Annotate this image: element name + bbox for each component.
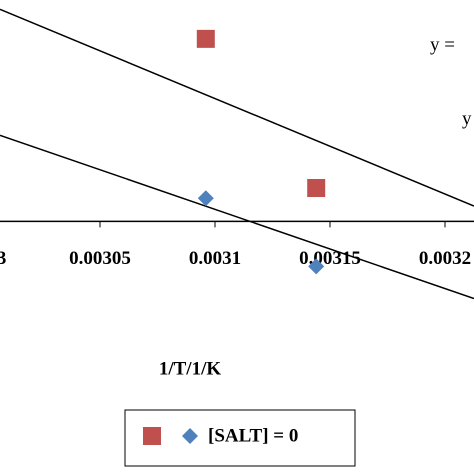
- legend-marker: [182, 428, 198, 444]
- equation-label: y =: [430, 34, 455, 55]
- trendline: [0, 8, 474, 207]
- data-point: [307, 179, 326, 197]
- x-tick-label: 0.0031: [189, 248, 241, 269]
- x-tick-label: 0.003: [0, 248, 6, 269]
- legend-box: [124, 409, 356, 467]
- data-point: [308, 258, 325, 275]
- equation-label: y: [462, 108, 472, 129]
- trendline: [0, 134, 474, 300]
- x-tick-label: 0.00315: [299, 248, 361, 269]
- data-point: [197, 190, 214, 207]
- data-point: [196, 29, 215, 48]
- x-tick-label: 0.00305: [69, 248, 131, 269]
- legend-marker: [143, 427, 161, 445]
- legend-label: [SALT] = 0: [208, 425, 298, 446]
- x-tick-label: 0.0032: [419, 248, 471, 269]
- x-axis-title: 1/T/1/K: [159, 358, 222, 379]
